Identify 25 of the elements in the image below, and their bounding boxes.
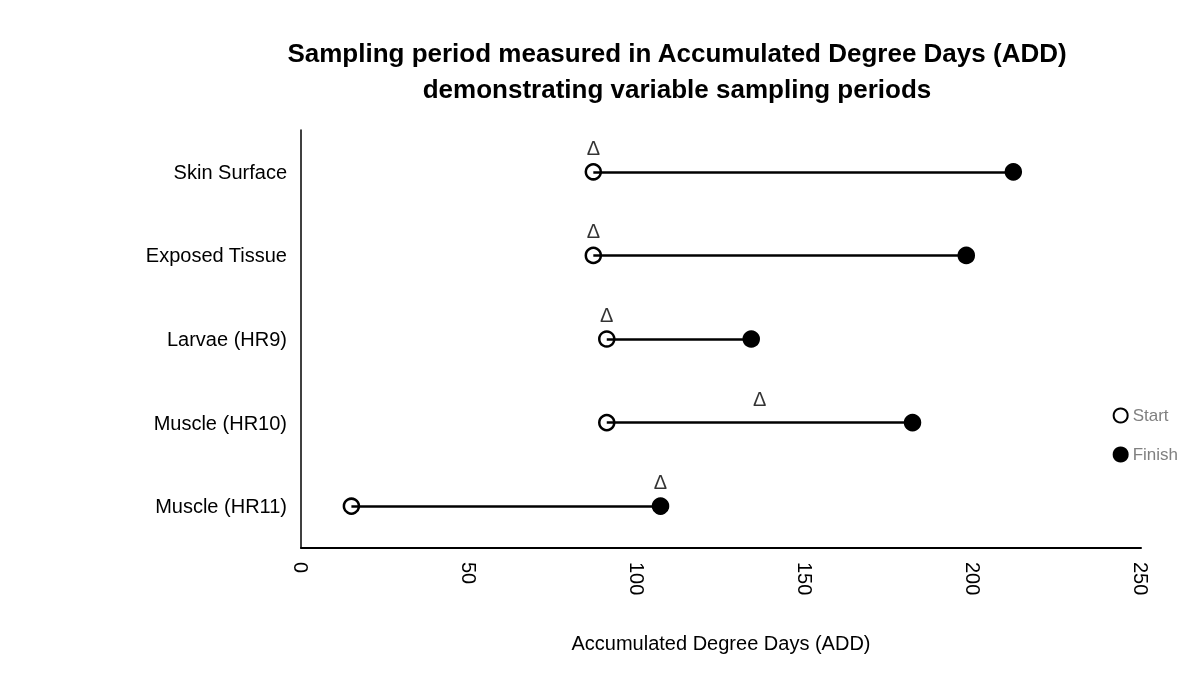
point [903,413,922,432]
annotation: Δ [752,387,767,410]
legend-label: Finish [1132,445,1179,464]
y-tick-label: Exposed Tissue [145,244,287,267]
x-tick-label: 0 [290,562,312,574]
point [651,497,670,515]
point [957,246,976,265]
y-tick-label: Skin Surface [173,160,287,183]
x-axis-title: Accumulated Degree Days (ADD) [571,632,871,654]
x-tick-label: 200 [962,562,984,596]
y-tick-label: Larvae (HR9) [166,328,287,350]
x-tick-label: 50 [458,562,480,585]
annotation: Δ [600,304,614,326]
annotation: Δ [586,220,600,243]
point [1004,163,1023,181]
y-tick-label: Muscle (HR10) [153,411,287,434]
point [742,330,760,348]
x-tick-label: 250 [1130,562,1152,596]
annotation: Δ [653,471,668,494]
chart-title: Sampling period measured in Accumulated Degree Days (ADD) demonstrating variable sampling periods [287,38,1067,104]
annotation: Δ [586,136,600,159]
y-tick-label: Muscle (HR11) [155,495,287,518]
legend-label: Start [1132,406,1169,425]
x-tick-label: 150 [794,562,816,596]
x-tick-label: 100 [626,562,648,596]
